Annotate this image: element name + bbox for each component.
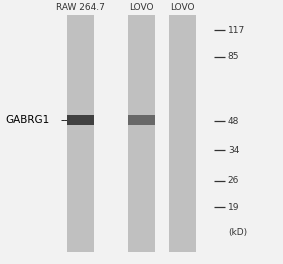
Bar [128, 15, 155, 252]
Text: 26: 26 [228, 176, 239, 185]
Bar [67, 115, 94, 125]
Text: LOVO: LOVO [129, 3, 154, 12]
Text: GABRG1: GABRG1 [6, 115, 50, 125]
Bar [169, 15, 196, 252]
Text: LOVO: LOVO [170, 3, 195, 12]
Text: 34: 34 [228, 146, 239, 155]
Text: RAW 264.7: RAW 264.7 [56, 3, 105, 12]
Text: (kD): (kD) [228, 228, 247, 237]
Text: --: -- [61, 115, 68, 125]
Text: 85: 85 [228, 52, 239, 61]
Text: 48: 48 [228, 117, 239, 126]
Bar [67, 15, 94, 252]
Text: 19: 19 [228, 203, 239, 212]
Text: 117: 117 [228, 26, 245, 35]
Bar [128, 115, 155, 125]
